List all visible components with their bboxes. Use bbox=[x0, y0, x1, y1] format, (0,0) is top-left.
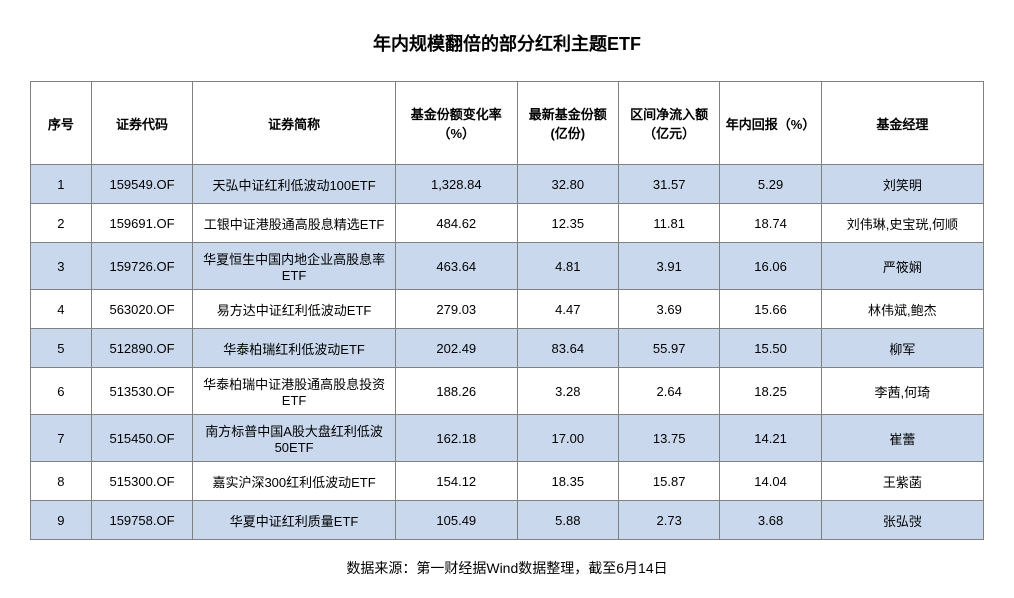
col-header-code: 证券代码 bbox=[91, 82, 192, 165]
cell-code: 563020.OF bbox=[91, 290, 192, 329]
cell-share: 12.35 bbox=[517, 204, 618, 243]
cell-code: 513530.OF bbox=[91, 368, 192, 415]
cell-seq: 5 bbox=[31, 329, 92, 368]
cell-name: 天弘中证红利低波动100ETF bbox=[193, 165, 396, 204]
cell-chg: 484.62 bbox=[395, 204, 517, 243]
cell-chg: 105.49 bbox=[395, 501, 517, 540]
cell-seq: 7 bbox=[31, 415, 92, 462]
cell-share: 32.80 bbox=[517, 165, 618, 204]
cell-flow: 11.81 bbox=[618, 204, 719, 243]
cell-code: 515450.OF bbox=[91, 415, 192, 462]
cell-mgr: 崔蕾 bbox=[821, 415, 983, 462]
cell-name: 南方标普中国A股大盘红利低波50ETF bbox=[193, 415, 396, 462]
cell-ret: 16.06 bbox=[720, 243, 821, 290]
cell-code: 159726.OF bbox=[91, 243, 192, 290]
cell-ret: 18.25 bbox=[720, 368, 821, 415]
cell-flow: 3.69 bbox=[618, 290, 719, 329]
cell-ret: 3.68 bbox=[720, 501, 821, 540]
cell-code: 512890.OF bbox=[91, 329, 192, 368]
cell-seq: 6 bbox=[31, 368, 92, 415]
cell-name: 华泰柏瑞中证港股通高股息投资ETF bbox=[193, 368, 396, 415]
table-row: 8515300.OF嘉实沪深300红利低波动ETF154.1218.3515.8… bbox=[31, 462, 984, 501]
cell-share: 3.28 bbox=[517, 368, 618, 415]
cell-flow: 3.91 bbox=[618, 243, 719, 290]
table-row: 4563020.OF易方达中证红利低波动ETF279.034.473.6915.… bbox=[31, 290, 984, 329]
col-header-mgr: 基金经理 bbox=[821, 82, 983, 165]
cell-chg: 202.49 bbox=[395, 329, 517, 368]
cell-name: 华夏中证红利质量ETF bbox=[193, 501, 396, 540]
cell-share: 17.00 bbox=[517, 415, 618, 462]
cell-share: 18.35 bbox=[517, 462, 618, 501]
cell-seq: 4 bbox=[31, 290, 92, 329]
cell-mgr: 林伟斌,鲍杰 bbox=[821, 290, 983, 329]
cell-share: 4.81 bbox=[517, 243, 618, 290]
cell-mgr: 王紫菡 bbox=[821, 462, 983, 501]
cell-chg: 1,328.84 bbox=[395, 165, 517, 204]
cell-flow: 2.73 bbox=[618, 501, 719, 540]
cell-chg: 463.64 bbox=[395, 243, 517, 290]
cell-seq: 1 bbox=[31, 165, 92, 204]
cell-ret: 15.66 bbox=[720, 290, 821, 329]
cell-mgr: 张弘弢 bbox=[821, 501, 983, 540]
cell-mgr: 刘笑明 bbox=[821, 165, 983, 204]
cell-chg: 154.12 bbox=[395, 462, 517, 501]
cell-mgr: 李茜,何琦 bbox=[821, 368, 983, 415]
cell-name: 易方达中证红利低波动ETF bbox=[193, 290, 396, 329]
table-row: 1159549.OF天弘中证红利低波动100ETF1,328.8432.8031… bbox=[31, 165, 984, 204]
table-row: 3159726.OF华夏恒生中国内地企业高股息率ETF463.644.813.9… bbox=[31, 243, 984, 290]
cell-name: 华夏恒生中国内地企业高股息率ETF bbox=[193, 243, 396, 290]
cell-name: 工银中证港股通高股息精选ETF bbox=[193, 204, 396, 243]
cell-seq: 9 bbox=[31, 501, 92, 540]
cell-share: 4.47 bbox=[517, 290, 618, 329]
table-header-row: 序号 证券代码 证券简称 基金份额变化率（%） 最新基金份额(亿份) 区间净流入… bbox=[31, 82, 984, 165]
col-header-ret: 年内回报（%） bbox=[720, 82, 821, 165]
cell-flow: 13.75 bbox=[618, 415, 719, 462]
cell-mgr: 柳军 bbox=[821, 329, 983, 368]
col-header-chg: 基金份额变化率（%） bbox=[395, 82, 517, 165]
cell-share: 83.64 bbox=[517, 329, 618, 368]
col-header-name: 证券简称 bbox=[193, 82, 396, 165]
table-row: 9159758.OF华夏中证红利质量ETF105.495.882.733.68张… bbox=[31, 501, 984, 540]
cell-name: 嘉实沪深300红利低波动ETF bbox=[193, 462, 396, 501]
cell-ret: 18.74 bbox=[720, 204, 821, 243]
cell-chg: 188.26 bbox=[395, 368, 517, 415]
cell-chg: 162.18 bbox=[395, 415, 517, 462]
cell-seq: 2 bbox=[31, 204, 92, 243]
table-row: 5512890.OF华泰柏瑞红利低波动ETF202.4983.6455.9715… bbox=[31, 329, 984, 368]
cell-mgr: 刘伟琳,史宝珖,何顺 bbox=[821, 204, 983, 243]
cell-code: 515300.OF bbox=[91, 462, 192, 501]
cell-mgr: 严筱娴 bbox=[821, 243, 983, 290]
cell-chg: 279.03 bbox=[395, 290, 517, 329]
table-row: 2159691.OF工银中证港股通高股息精选ETF484.6212.3511.8… bbox=[31, 204, 984, 243]
cell-ret: 14.04 bbox=[720, 462, 821, 501]
cell-ret: 5.29 bbox=[720, 165, 821, 204]
data-source-footer: 数据来源：第一财经据Wind数据整理，截至6月14日 bbox=[30, 558, 984, 578]
col-header-share: 最新基金份额(亿份) bbox=[517, 82, 618, 165]
cell-ret: 15.50 bbox=[720, 329, 821, 368]
cell-code: 159549.OF bbox=[91, 165, 192, 204]
cell-flow: 15.87 bbox=[618, 462, 719, 501]
col-header-seq: 序号 bbox=[31, 82, 92, 165]
page-title: 年内规模翻倍的部分红利主题ETF bbox=[30, 30, 984, 56]
cell-name: 华泰柏瑞红利低波动ETF bbox=[193, 329, 396, 368]
cell-flow: 2.64 bbox=[618, 368, 719, 415]
cell-code: 159758.OF bbox=[91, 501, 192, 540]
cell-ret: 14.21 bbox=[720, 415, 821, 462]
table-row: 7515450.OF南方标普中国A股大盘红利低波50ETF162.1817.00… bbox=[31, 415, 984, 462]
table-body: 1159549.OF天弘中证红利低波动100ETF1,328.8432.8031… bbox=[31, 165, 984, 540]
cell-flow: 31.57 bbox=[618, 165, 719, 204]
col-header-flow: 区间净流入额（亿元） bbox=[618, 82, 719, 165]
etf-table: 序号 证券代码 证券简称 基金份额变化率（%） 最新基金份额(亿份) 区间净流入… bbox=[30, 81, 984, 540]
cell-flow: 55.97 bbox=[618, 329, 719, 368]
cell-seq: 8 bbox=[31, 462, 92, 501]
cell-seq: 3 bbox=[31, 243, 92, 290]
cell-share: 5.88 bbox=[517, 501, 618, 540]
table-row: 6513530.OF华泰柏瑞中证港股通高股息投资ETF188.263.282.6… bbox=[31, 368, 984, 415]
cell-code: 159691.OF bbox=[91, 204, 192, 243]
